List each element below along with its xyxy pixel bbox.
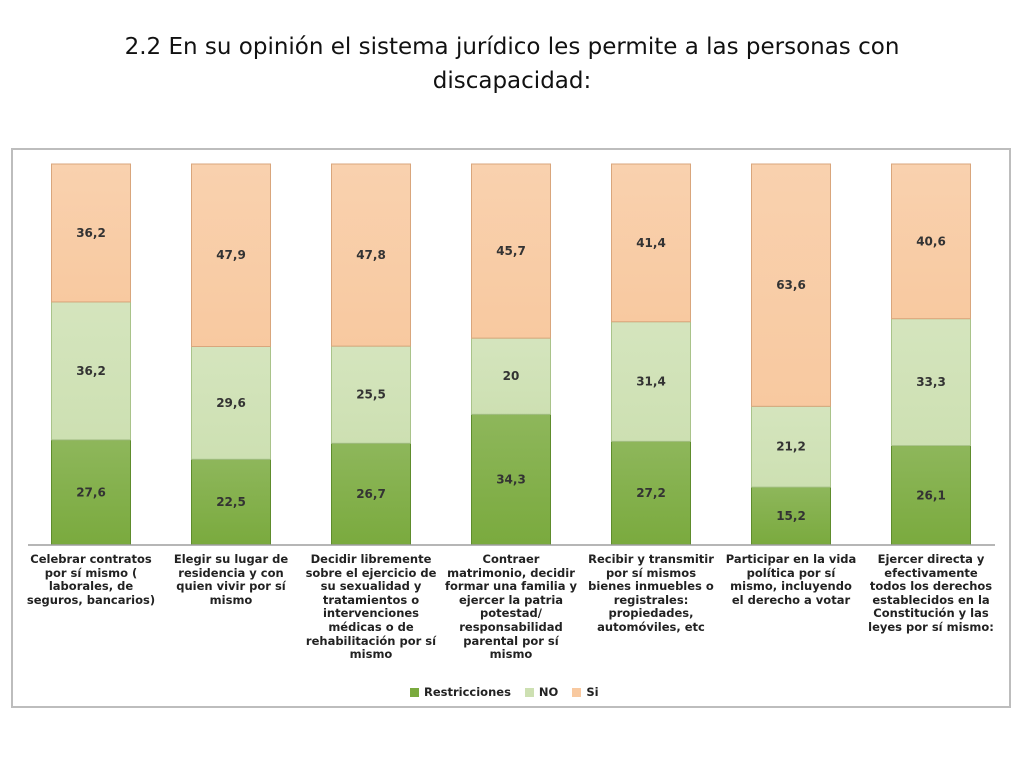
legend-label-no: NO (538, 685, 559, 699)
data-label-si-2: 47,9 (216, 248, 246, 262)
bar-si-2 (191, 163, 271, 347)
category-label-4: Contraer matrimonio, decidir formar una … (445, 552, 577, 662)
data-label-no-5: 31,4 (636, 375, 666, 389)
bar-restricciones-5 (611, 440, 691, 546)
bar-si-6 (751, 163, 831, 407)
bar-restricciones-3 (331, 442, 411, 546)
category-label-6: Participar en la vida política por sí mi… (725, 552, 857, 607)
data-label-no-7: 33,3 (916, 375, 946, 389)
bar-restricciones-4 (471, 413, 551, 546)
data-label-si-1: 36,2 (76, 226, 106, 240)
data-label-restricciones-3: 26,7 (356, 487, 386, 501)
bar-si-5 (611, 163, 691, 323)
bar-no-1 (51, 301, 131, 441)
data-label-restricciones-2: 22,5 (216, 495, 246, 509)
category-labels: Celebrar contratos por sí mismo ( labora… (0, 552, 1024, 673)
data-label-no-3: 25,5 (356, 388, 386, 402)
chart-legend: Restricciones NO Si (410, 684, 599, 700)
data-label-restricciones-6: 15,2 (776, 509, 806, 523)
bar-restricciones-7 (891, 445, 971, 546)
legend-label-si: Si (586, 685, 599, 699)
data-label-no-6: 21,2 (776, 440, 806, 454)
data-label-restricciones-7: 26,1 (916, 488, 946, 502)
data-label-si-7: 40,6 (916, 234, 946, 248)
data-label-no-2: 29,6 (216, 396, 246, 410)
data-label-si-3: 47,8 (356, 248, 386, 262)
slide-title: 2.2 En su opinión el sistema jurídico le… (124, 34, 900, 94)
data-label-no-1: 36,2 (76, 364, 106, 378)
legend-label-restricciones: Restricciones (424, 685, 511, 699)
bar-no-4 (471, 337, 551, 415)
data-label-restricciones-4: 34,3 (496, 473, 526, 487)
category-label-3: Decidir libremente sobre el ejercicio de… (305, 552, 437, 662)
legend-item-si: Si (572, 685, 599, 699)
category-label-1: Celebrar contratos por sí mismo ( labora… (26, 552, 156, 607)
bar-no-3 (331, 345, 411, 444)
bar-no-2 (191, 345, 271, 460)
category-label-2: Elegir su lugar de residencia y con quie… (173, 552, 289, 607)
data-label-restricciones-1: 27,6 (76, 485, 106, 499)
bar-restricciones-6 (751, 486, 831, 546)
data-label-si-5: 41,4 (636, 236, 666, 250)
data-label-restricciones-5: 27,2 (636, 486, 666, 500)
bar-restricciones-2 (191, 458, 271, 546)
bar-si-1 (51, 163, 131, 303)
data-label-si-6: 63,6 (776, 278, 806, 292)
legend-swatch-si (572, 687, 582, 697)
legend-item-restricciones: Restricciones (410, 685, 511, 699)
bar-no-7 (891, 318, 971, 447)
bar-no-5 (611, 321, 691, 442)
bar-si-3 (331, 163, 411, 347)
bar-si-7 (891, 163, 971, 320)
data-label-no-4: 20 (503, 369, 520, 383)
category-label-7: Ejercer directa y efectivamente todos lo… (868, 552, 994, 634)
data-label-si-4: 45,7 (496, 244, 526, 258)
legend-swatch-restricciones (410, 687, 419, 697)
bar-restricciones-1 (51, 439, 131, 546)
bar-si-4 (471, 163, 551, 339)
legend-item-no: NO (524, 685, 559, 699)
legend-swatch-no (524, 687, 534, 697)
category-label-5: Recibir y transmitir por sí mismos biene… (588, 552, 714, 634)
